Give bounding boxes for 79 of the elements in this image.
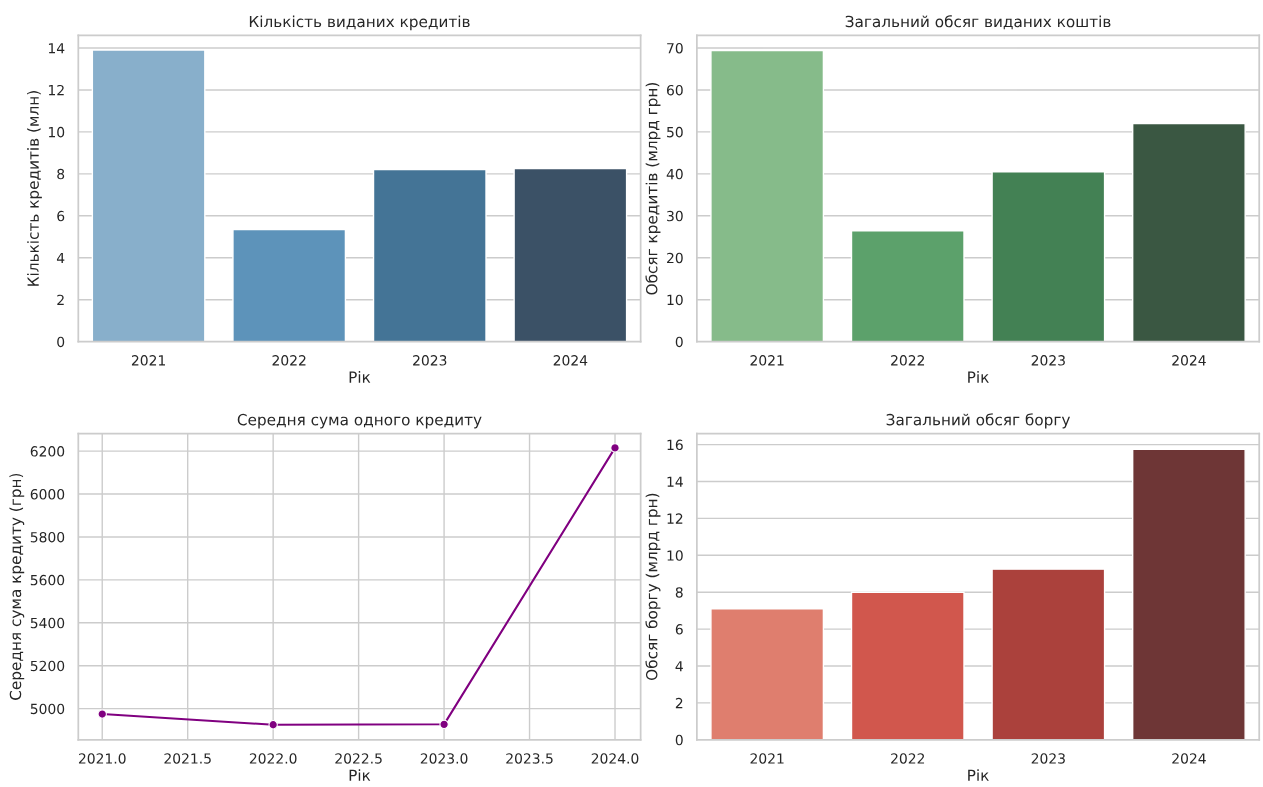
point bbox=[610, 443, 620, 453]
x-tick-label: 2021.5 bbox=[164, 753, 211, 764]
x-tick-label: 2024.0 bbox=[591, 753, 639, 764]
y-tick-label: 70 bbox=[667, 42, 683, 54]
y-tick-label: 14 bbox=[667, 476, 683, 487]
bar bbox=[372, 168, 487, 342]
y-tick-label: 10 bbox=[667, 294, 683, 306]
y-tick-label: 12 bbox=[48, 84, 64, 96]
y-tick-label: 6000 bbox=[30, 489, 65, 500]
y-tick-label: 60 bbox=[666, 84, 683, 96]
y-axis-title: Обсяг боргу (млрд грн) bbox=[645, 493, 661, 680]
x-tick-label: 2022.0 bbox=[249, 753, 297, 764]
bar bbox=[710, 608, 825, 740]
y-tick-label: 14 bbox=[48, 43, 65, 54]
bar bbox=[710, 49, 825, 342]
y-tick-label: 50 bbox=[667, 126, 683, 138]
x-axis-title: Рік bbox=[968, 371, 989, 383]
bar bbox=[1131, 448, 1246, 740]
chart-title: Загальний обсяг боргу bbox=[886, 413, 1070, 429]
x-tick-label: 2023 bbox=[413, 355, 447, 366]
x-tick-label: 2023 bbox=[1031, 355, 1065, 366]
y-tick-label: 8 bbox=[675, 587, 683, 598]
y-tick-label: 20 bbox=[667, 252, 683, 264]
chart-title: Кількість виданих кредитів bbox=[249, 15, 470, 31]
y-tick-label: 5400 bbox=[30, 617, 65, 629]
y-tick-label: 4 bbox=[675, 661, 683, 672]
y-tick-label: 12 bbox=[667, 513, 683, 524]
x-tick-label: 2023 bbox=[1031, 753, 1065, 764]
y-tick-label: 8 bbox=[57, 168, 65, 180]
x-tick-label: 2021 bbox=[131, 355, 165, 366]
y-tick-label: 0 bbox=[675, 734, 683, 746]
y-tick-label: 2 bbox=[675, 697, 683, 709]
y-tick-label: 5600 bbox=[30, 574, 65, 586]
y-tick-label: 40 bbox=[666, 168, 683, 180]
point bbox=[97, 709, 107, 719]
y-tick-label: 6 bbox=[57, 210, 65, 222]
x-tick-label: 2021.0 bbox=[78, 753, 126, 764]
point bbox=[439, 719, 449, 730]
y-tick-label: 5200 bbox=[30, 660, 65, 672]
bar bbox=[991, 568, 1106, 740]
x-tick-label: 2022 bbox=[891, 355, 925, 366]
x-tick-label: 2024 bbox=[553, 355, 588, 366]
bar bbox=[232, 228, 347, 342]
y-tick-label: 10 bbox=[48, 126, 65, 138]
bar bbox=[513, 167, 628, 342]
x-tick-label: 2023.5 bbox=[506, 753, 553, 764]
y-tick-label: 2 bbox=[57, 294, 64, 305]
x-axis-title: Рік bbox=[349, 769, 371, 781]
bar bbox=[91, 49, 206, 342]
y-tick-label: 6 bbox=[675, 624, 683, 635]
x-axis-title: Рік bbox=[968, 769, 989, 781]
y-tick-label: 6200 bbox=[30, 446, 65, 457]
y-tick-label: 5800 bbox=[30, 531, 65, 543]
bar bbox=[1131, 122, 1246, 342]
x-tick-label: 2024 bbox=[1172, 753, 1206, 764]
y-tick-label: 30 bbox=[667, 210, 683, 222]
x-tick-label: 2021 bbox=[750, 355, 784, 366]
y-tick-label: 0 bbox=[57, 336, 65, 348]
x-tick-label: 2021 bbox=[750, 753, 784, 764]
point bbox=[268, 720, 278, 730]
x-axis-title: Рік bbox=[349, 371, 371, 383]
y-tick-label: 4 bbox=[56, 252, 65, 264]
y-tick-label: 5000 bbox=[30, 703, 65, 715]
y-tick-label: 10 bbox=[667, 550, 683, 561]
y-tick-label: 16 bbox=[667, 439, 683, 451]
y-axis-title: Обсяг кредитів (млрд грн) bbox=[645, 82, 661, 295]
bar bbox=[850, 230, 965, 342]
bar bbox=[850, 591, 965, 740]
x-tick-label: 2022 bbox=[891, 753, 925, 764]
bar bbox=[991, 171, 1106, 342]
x-tick-label: 2023.0 bbox=[420, 753, 468, 764]
y-axis-title: Середня сума кредиту (грн) bbox=[9, 473, 25, 700]
x-tick-label: 2022.5 bbox=[335, 753, 382, 764]
y-axis-title: Кількість кредитів (млн) bbox=[27, 91, 42, 286]
x-tick-label: 2024 bbox=[1172, 355, 1206, 366]
y-tick-label: 0 bbox=[675, 336, 683, 348]
chart-title: Загальний обсяг виданих коштів bbox=[845, 15, 1111, 30]
chart-title: Середня сума одного кредиту bbox=[237, 413, 482, 429]
x-tick-label: 2022 bbox=[272, 355, 306, 366]
